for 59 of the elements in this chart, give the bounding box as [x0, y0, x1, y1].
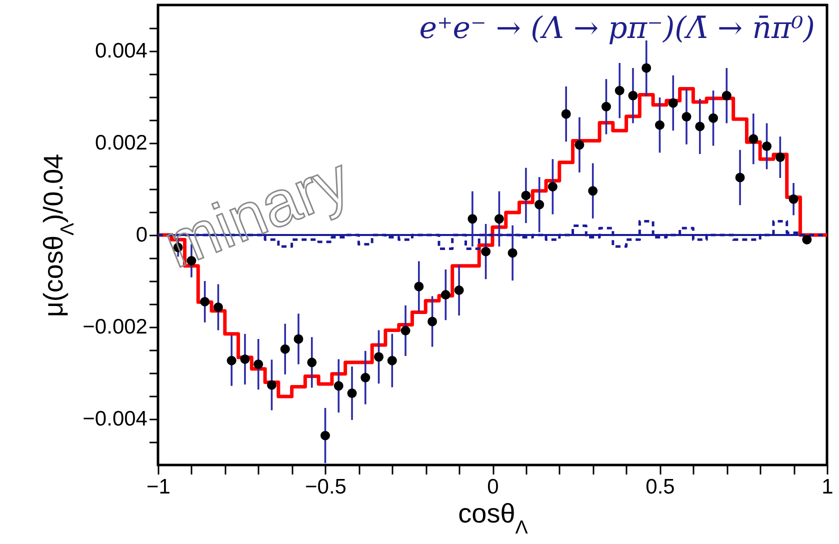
point	[548, 182, 558, 192]
y-tick-label: 0	[136, 224, 148, 246]
point	[762, 141, 772, 151]
point	[266, 380, 276, 390]
point	[775, 152, 785, 162]
point	[334, 381, 344, 391]
point	[682, 112, 692, 122]
point	[802, 234, 812, 244]
point	[628, 90, 638, 100]
y-tick-label: −0.004	[82, 408, 148, 430]
point	[400, 326, 410, 336]
point	[200, 296, 210, 306]
point	[508, 248, 518, 258]
point	[561, 109, 571, 119]
point	[588, 186, 598, 196]
annotation: e⁺e⁻ → (Λ → pπ⁻)(Λ̄ → n̄π⁰)	[419, 11, 815, 46]
point	[254, 360, 264, 369]
annotation: minary	[154, 142, 360, 282]
y-tick-label: −0.002	[82, 316, 148, 338]
x-tick-label: −1	[146, 476, 170, 498]
y-tick-label: 0.004	[94, 40, 148, 62]
point	[240, 354, 250, 364]
point	[468, 214, 478, 224]
point	[574, 140, 584, 150]
point	[280, 344, 290, 354]
x-axis-title: cosθ$_{Λ}$	[458, 498, 528, 538]
point	[414, 282, 424, 292]
point	[534, 200, 544, 210]
point	[494, 214, 504, 224]
point	[521, 190, 531, 200]
point	[307, 358, 317, 368]
point	[294, 334, 304, 344]
point	[347, 388, 357, 398]
point	[387, 356, 397, 366]
point	[748, 134, 758, 144]
point	[440, 290, 450, 300]
point	[320, 430, 330, 440]
point	[668, 98, 678, 108]
point	[708, 113, 718, 123]
y-tick-label: 0.002	[94, 132, 148, 154]
point	[655, 120, 664, 130]
point	[454, 285, 464, 295]
point	[213, 302, 223, 312]
point	[481, 246, 491, 256]
point	[642, 63, 652, 73]
point	[788, 194, 798, 204]
point	[722, 90, 732, 100]
point	[614, 86, 624, 96]
x-tick-label: 1	[822, 476, 834, 498]
x-tick-label: 0.5	[646, 476, 675, 498]
point	[428, 316, 438, 326]
point	[695, 122, 705, 132]
point	[735, 172, 745, 182]
point	[360, 372, 370, 382]
point	[601, 102, 611, 112]
point	[226, 356, 236, 366]
x-tick-label: −0.5	[305, 476, 346, 498]
x-tick-label: 0	[487, 476, 499, 498]
point	[374, 352, 384, 362]
